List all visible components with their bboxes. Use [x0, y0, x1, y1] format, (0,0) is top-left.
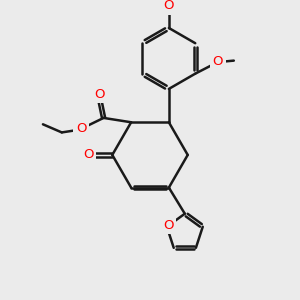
Text: O: O — [213, 55, 223, 68]
Text: O: O — [163, 219, 174, 232]
Text: O: O — [76, 122, 86, 135]
Text: O: O — [94, 88, 104, 100]
Text: O: O — [83, 148, 94, 161]
Text: O: O — [164, 0, 174, 12]
